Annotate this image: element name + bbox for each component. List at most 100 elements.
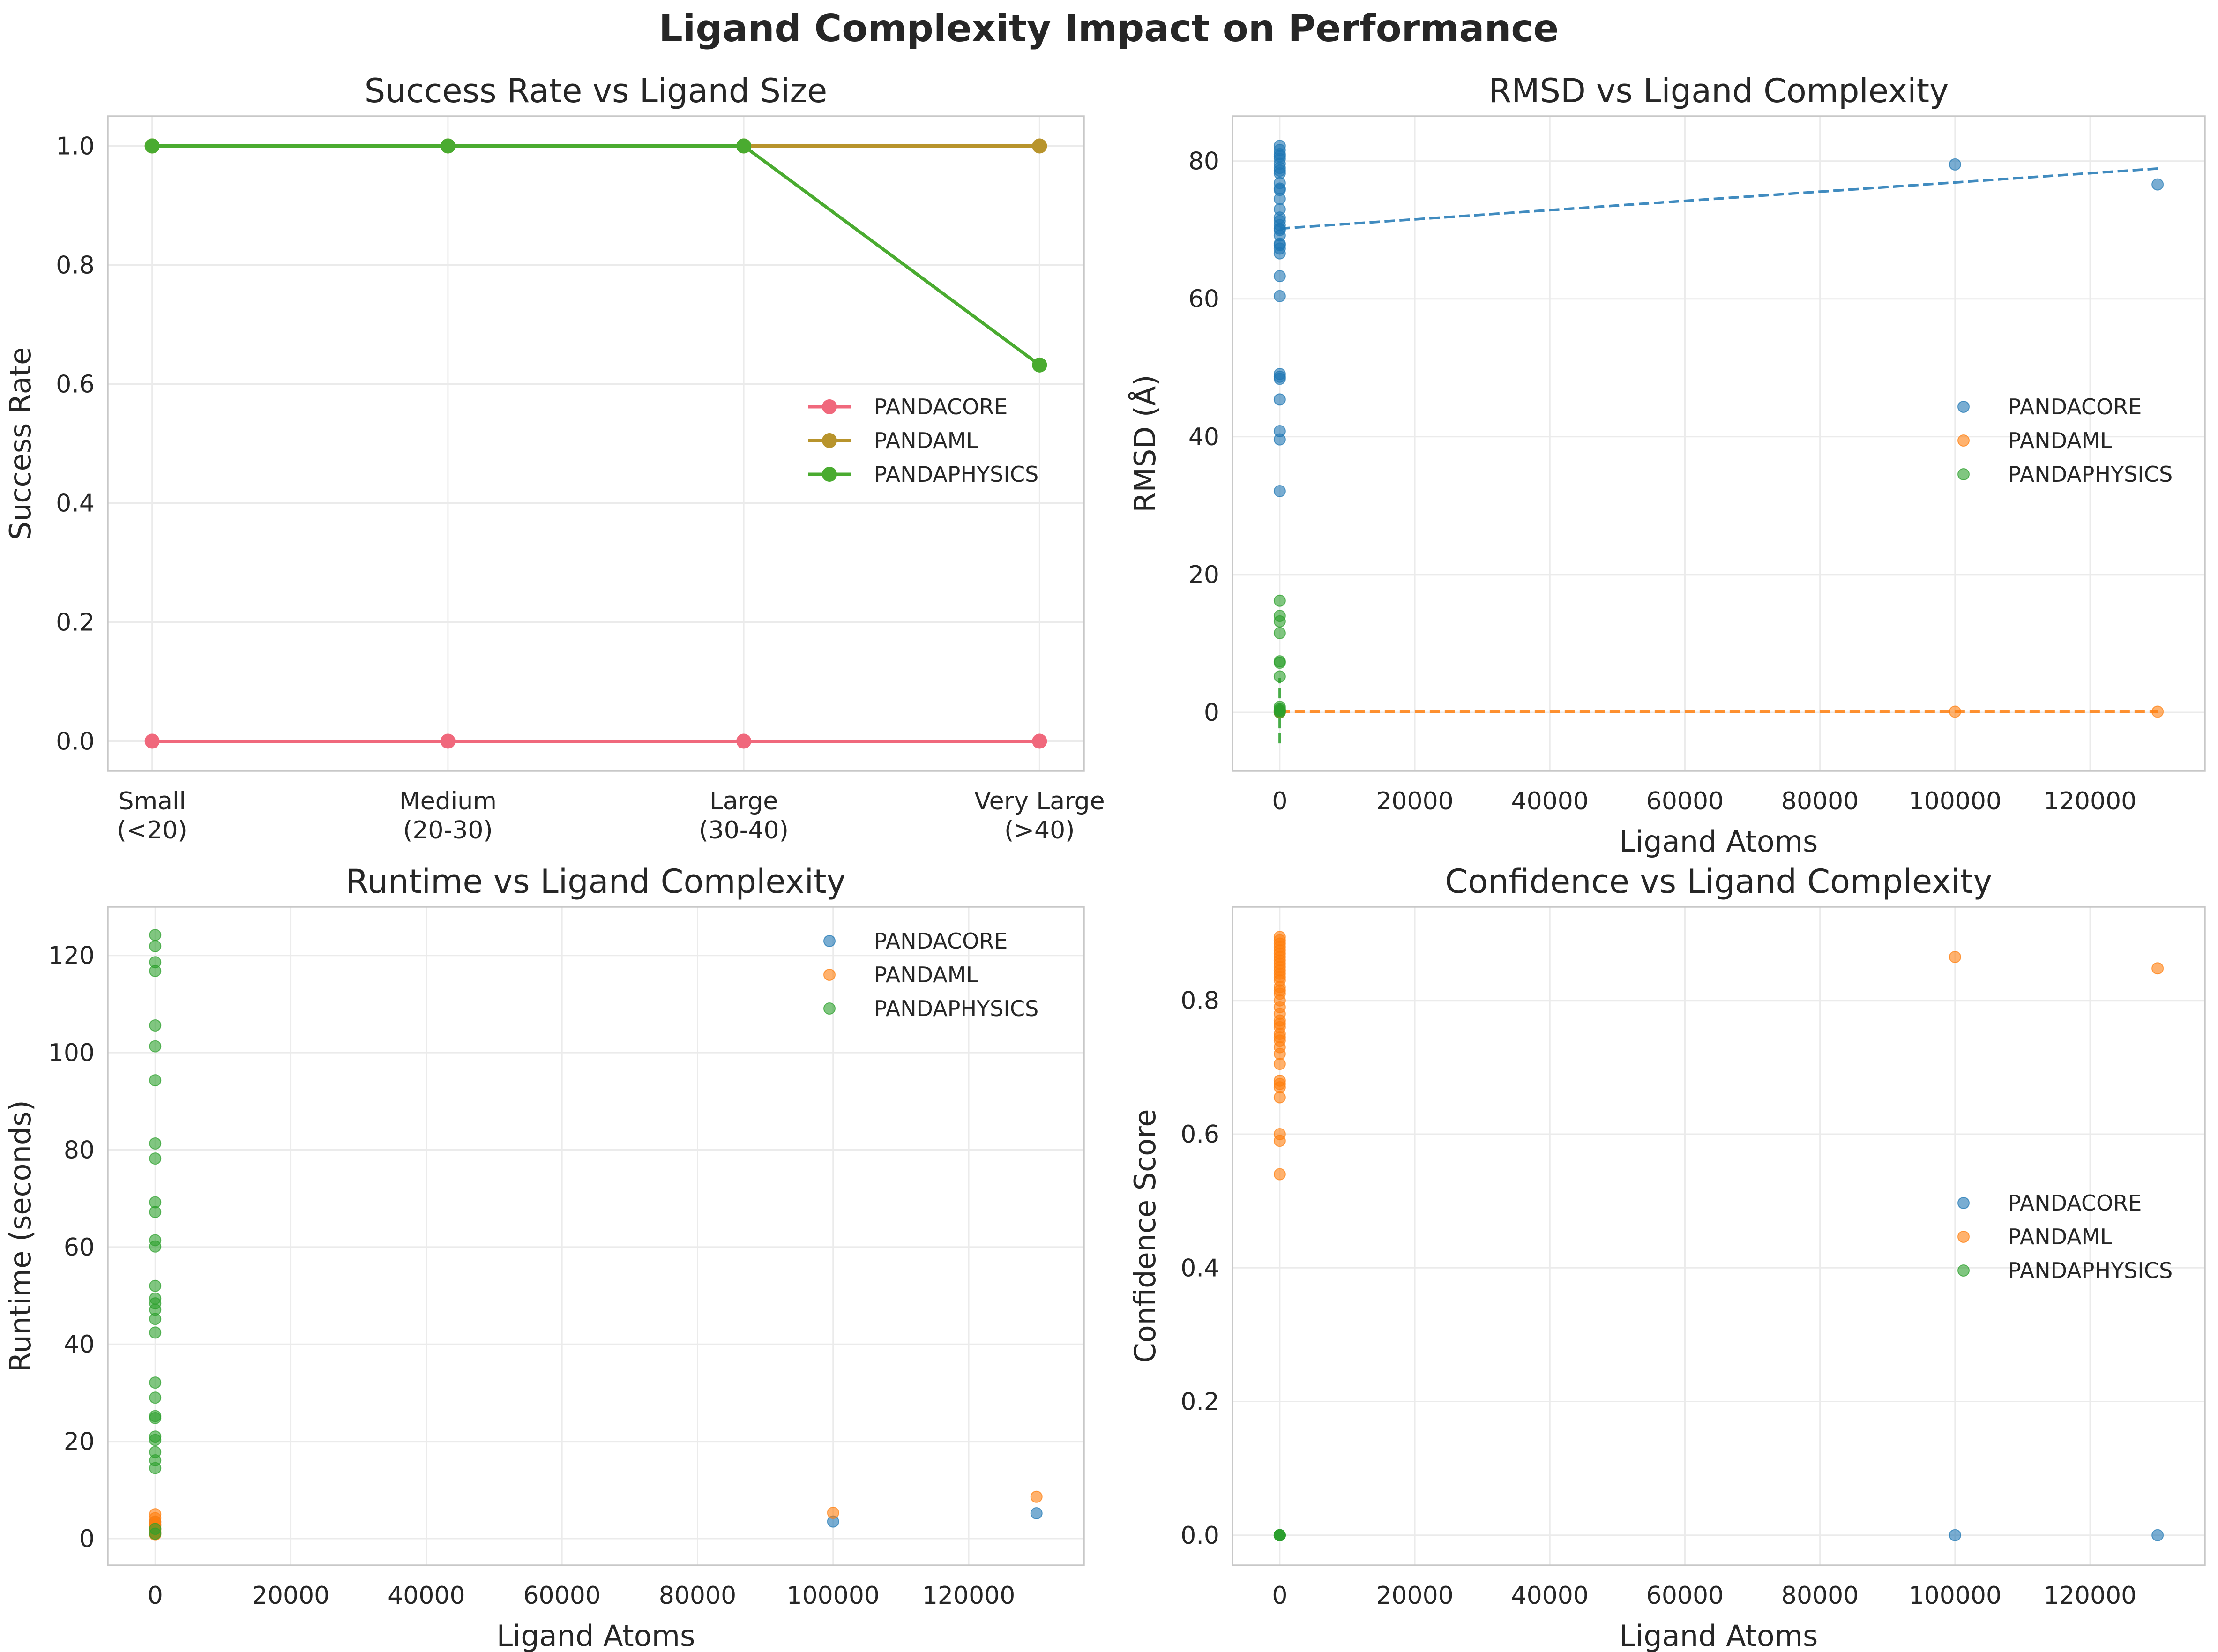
x-tick-label: 0 bbox=[1272, 787, 1287, 815]
x-tick-label: Very Large (>40) bbox=[974, 787, 1105, 845]
y-tick-label: 80 bbox=[1188, 148, 1219, 176]
data-point bbox=[1949, 158, 1961, 171]
data-point bbox=[736, 733, 752, 749]
legend-marker bbox=[822, 467, 837, 482]
y-tick-label: 0.2 bbox=[1180, 1388, 1219, 1416]
legend-marker bbox=[1957, 1197, 1970, 1209]
y-tick-label: 120 bbox=[48, 942, 95, 970]
data-point bbox=[1273, 485, 1286, 497]
y-tick-label: 100 bbox=[48, 1039, 95, 1067]
series-pandacore bbox=[1273, 140, 2164, 497]
subplot-3: 0 20 40 60 80 100 120 0 20000 40000 60000 80000 1000… bbox=[3, 862, 1085, 1652]
data-point bbox=[1949, 1529, 1961, 1541]
series-pandaml bbox=[1273, 705, 2164, 719]
data-point bbox=[149, 1137, 162, 1150]
y-tick-label: 60 bbox=[64, 1233, 95, 1262]
x-axis-label: Ligand Atoms bbox=[1620, 1619, 1818, 1652]
data-point bbox=[440, 733, 456, 749]
data-point bbox=[144, 733, 160, 749]
x-tick-label: 100000 bbox=[1909, 787, 2002, 815]
series-pandacore bbox=[149, 1507, 1043, 1539]
legend: PANDACORE PANDAML PANDAPHYSICS bbox=[823, 928, 1038, 1021]
legend: PANDACORE PANDAML PANDAPHYSICS bbox=[1957, 394, 2173, 487]
y-tick-label: 40 bbox=[1188, 423, 1219, 451]
y-axis-label: RMSD (Å) bbox=[1128, 374, 1162, 512]
subplot-title: RMSD vs Ligand Complexity bbox=[1489, 72, 1949, 110]
y-tick-label: 0.6 bbox=[1180, 1121, 1219, 1149]
panels: 0.0 0.2 0.4 0.6 0.8 1.0 Small (<20) Medium (20-30… bbox=[3, 72, 2206, 1652]
axes-frame bbox=[107, 115, 1085, 772]
legend-marker bbox=[1957, 468, 1970, 480]
data-point bbox=[827, 1507, 839, 1519]
data-point bbox=[736, 138, 752, 154]
legend-label: PANDAPHYSICS bbox=[874, 462, 1038, 487]
legend-marker bbox=[823, 1002, 836, 1015]
legend-marker bbox=[1957, 1231, 1970, 1243]
legend-label: PANDAML bbox=[874, 428, 978, 453]
data-point bbox=[144, 138, 160, 154]
data-point bbox=[149, 1462, 162, 1474]
data-point bbox=[1273, 594, 1286, 607]
x-tick-label: 20000 bbox=[1376, 1582, 1453, 1610]
data-point bbox=[149, 1240, 162, 1253]
legend-label: PANDACORE bbox=[874, 394, 1008, 419]
legend: PANDACORE PANDAML PANDAPHYSICS bbox=[1957, 1190, 2173, 1283]
data-point bbox=[149, 1279, 162, 1292]
gridlines bbox=[1232, 907, 2205, 1565]
y-tick-label: 20 bbox=[1188, 561, 1219, 589]
legend-label: PANDAPHYSICS bbox=[874, 996, 1038, 1021]
data-point bbox=[1273, 1529, 1286, 1541]
series-pandaphysics bbox=[144, 138, 1047, 373]
series-pandaphysics bbox=[1273, 594, 1286, 744]
x-tick-label: 40000 bbox=[388, 1582, 465, 1610]
y-tick-label: 40 bbox=[64, 1331, 95, 1359]
data-point bbox=[1273, 211, 1286, 224]
x-tick-label: 40000 bbox=[1511, 1582, 1589, 1610]
y-tick-label: 0.4 bbox=[1180, 1254, 1219, 1282]
data-point bbox=[2151, 1529, 2164, 1541]
data-point bbox=[149, 1527, 162, 1540]
data-point bbox=[149, 940, 162, 952]
y-axis-label: Confidence Score bbox=[1128, 1109, 1162, 1363]
data-point bbox=[1273, 239, 1286, 251]
series-line bbox=[152, 144, 1041, 366]
legend-label: PANDAML bbox=[2008, 428, 2112, 453]
data-point bbox=[149, 1391, 162, 1404]
data-point bbox=[1273, 615, 1286, 628]
data-point bbox=[149, 1313, 162, 1325]
x-tick-label: 120000 bbox=[2044, 1582, 2137, 1610]
data-point bbox=[440, 138, 456, 154]
x-axis-label: Ligand Atoms bbox=[497, 1619, 695, 1652]
data-point bbox=[1032, 733, 1047, 749]
x-tick-label: Small (<20) bbox=[117, 787, 187, 845]
legend-marker bbox=[823, 935, 836, 947]
y-tick-label: 0.8 bbox=[1180, 987, 1219, 1015]
y-tick-label: 0 bbox=[1204, 699, 1219, 727]
x-tick-label: 20000 bbox=[252, 1582, 329, 1610]
series-pandaml bbox=[1273, 931, 2164, 1181]
x-tick-label: 0 bbox=[1272, 1582, 1287, 1610]
axes-frame bbox=[1232, 906, 2206, 1566]
subplot-2: 0 20 40 60 80 0 20000 40000 60000 80000 100000 1200… bbox=[1128, 72, 2206, 859]
data-point bbox=[1273, 1135, 1286, 1147]
x-tick-label: 80000 bbox=[1781, 787, 1859, 815]
x-tick-label: 60000 bbox=[1646, 787, 1724, 815]
data-point bbox=[1273, 1017, 1286, 1030]
data-point bbox=[2151, 178, 2164, 191]
legend-label: PANDAML bbox=[874, 962, 978, 987]
x-tick-label: 60000 bbox=[1646, 1582, 1724, 1610]
axes-frame bbox=[1232, 115, 2206, 772]
y-tick-label: 80 bbox=[64, 1136, 95, 1164]
legend-label: PANDACORE bbox=[2008, 394, 2142, 419]
data-point bbox=[1273, 657, 1286, 669]
data-point bbox=[1273, 1168, 1286, 1181]
trend-line bbox=[1279, 167, 2158, 230]
figure-title: Ligand Complexity Impact on Performance bbox=[659, 7, 1559, 50]
data-point bbox=[149, 964, 162, 977]
x-tick-label: 40000 bbox=[1511, 787, 1589, 815]
data-point bbox=[1273, 984, 1286, 997]
y-tick-label: 0 bbox=[79, 1525, 95, 1553]
subplot-title: Success Rate vs Ligand Size bbox=[365, 72, 827, 110]
y-tick-label: 20 bbox=[64, 1428, 95, 1456]
